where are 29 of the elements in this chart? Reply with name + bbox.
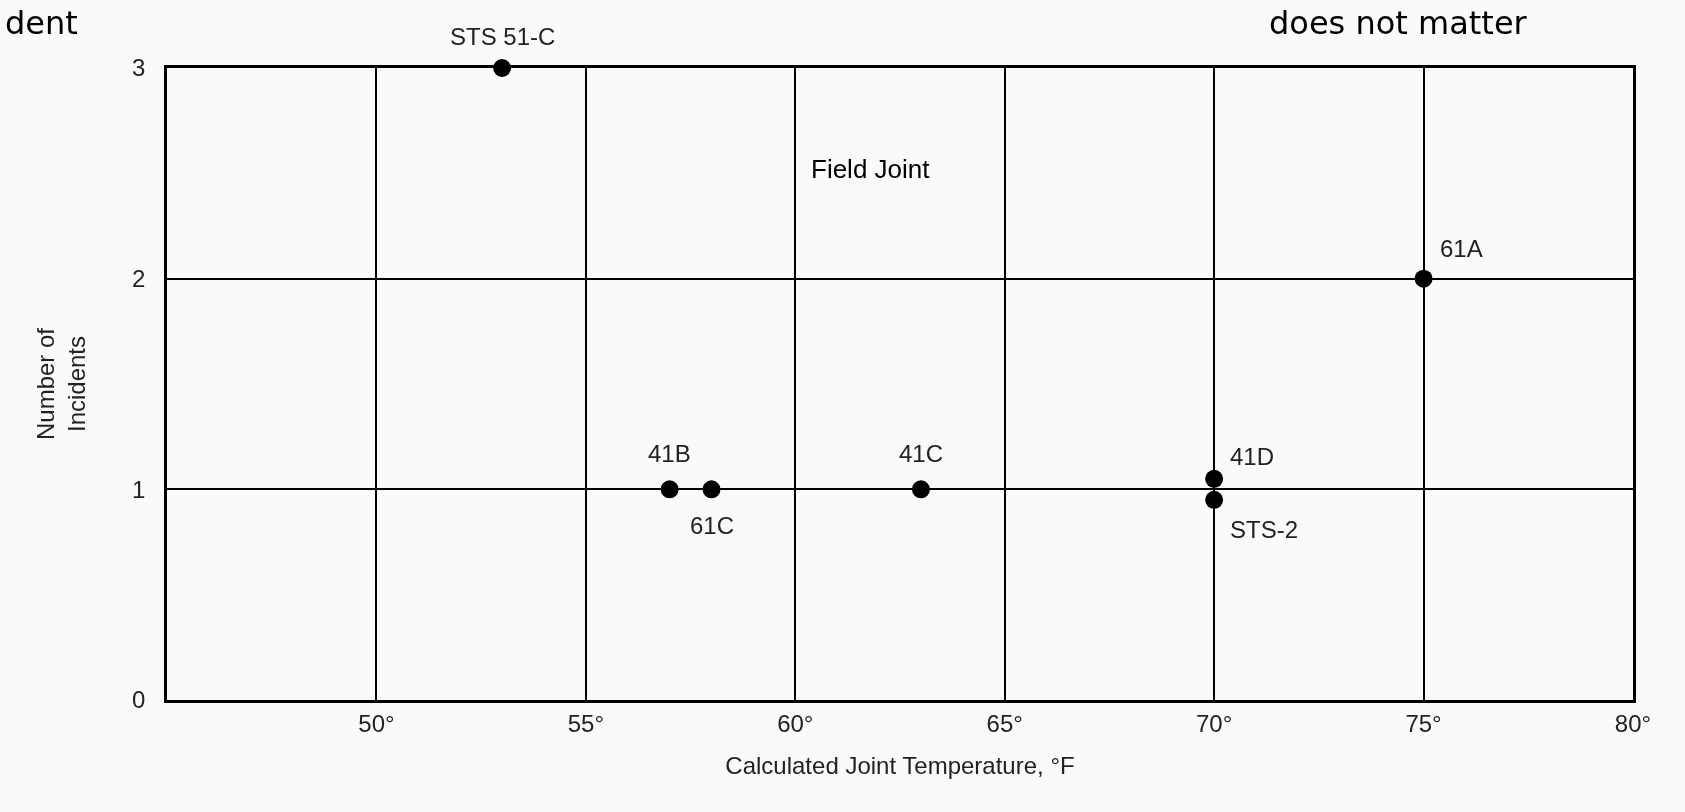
annotation: STS 51-C [450,23,556,50]
x-tick-label: 70° [1195,709,1233,737]
point [1414,269,1433,288]
x-tick-label: 60° [777,709,814,737]
annotation: Field Joint [811,154,931,184]
text: does not matter [1269,4,1528,42]
point [1205,469,1224,488]
annotation: 41B [648,440,691,467]
x-tick-label: 80° [1614,709,1652,737]
annotation: 61A [1440,235,1483,262]
x-axis-title: Calculated Joint Temperature, °F [725,751,1075,779]
annotation: 41D [1230,443,1275,470]
y-tick-label: 2 [132,265,146,293]
y-tick-label: 0 [132,686,146,714]
point [911,480,930,499]
annotation: 41C [899,440,944,467]
annotation: STS-2 [1230,516,1299,543]
point [1205,490,1224,509]
annotation: 61C [690,512,735,539]
text: dent [5,4,78,42]
x-tick-label: 65° [986,709,1023,737]
point [660,480,679,499]
x-tick-label: 50° [358,709,395,737]
point [702,480,721,499]
y-tick-label: 1 [132,475,146,503]
y-axis-title: Number of Incidents [31,327,91,441]
y-tick-label: 3 [132,54,146,82]
x-tick-label: 55° [567,709,605,737]
x-tick-label: 75° [1405,709,1442,737]
